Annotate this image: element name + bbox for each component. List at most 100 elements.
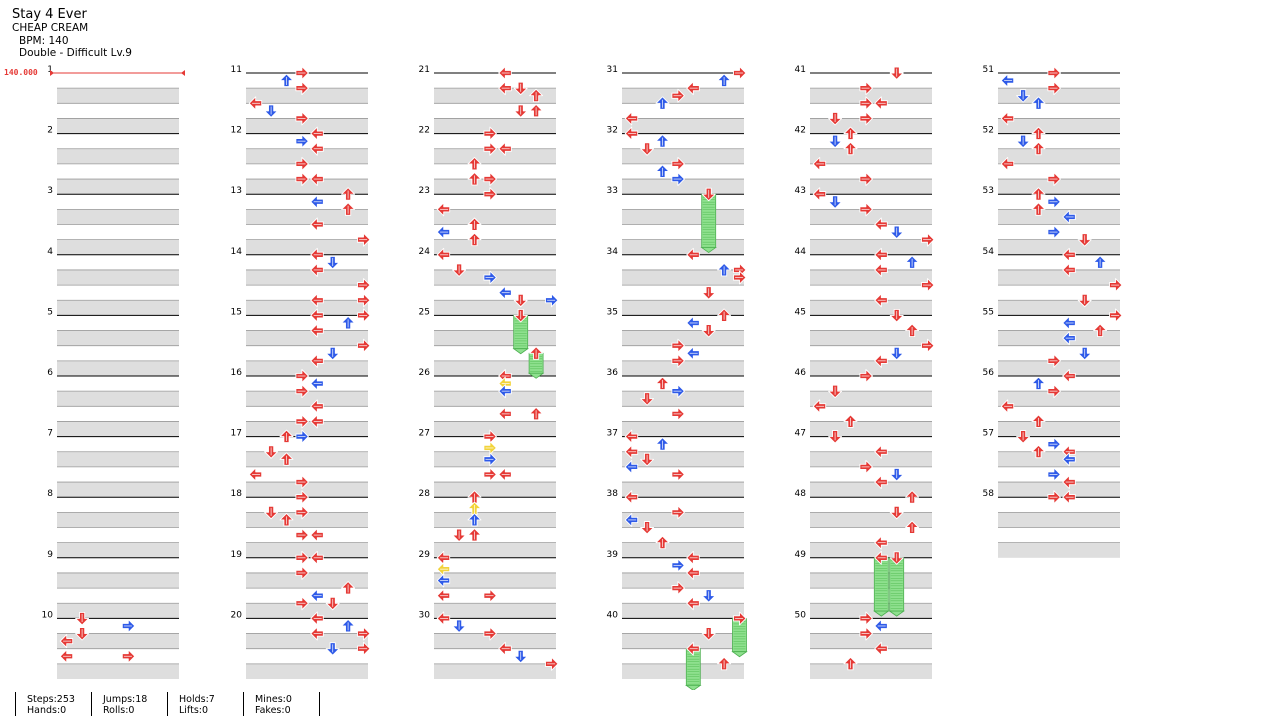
left-arrow-note — [686, 346, 700, 361]
left-arrow-note — [686, 316, 700, 330]
beat-band — [246, 451, 368, 467]
down-arrow-note — [828, 134, 843, 149]
beat-band — [246, 572, 368, 589]
measure-block: 10 — [42, 610, 179, 679]
measure-block: 39 — [607, 550, 744, 619]
beat-band — [810, 603, 932, 619]
right-arrow-note — [859, 172, 873, 187]
left-arrow-note — [310, 141, 324, 156]
left-arrow-note — [1000, 73, 1015, 88]
left-arrow-note — [436, 225, 451, 240]
stat-mines: Mines:0 — [255, 694, 292, 705]
left-arrow-note — [310, 247, 324, 262]
right-arrow-note — [483, 172, 497, 187]
measure-block: 41 — [795, 65, 932, 134]
down-arrow-note — [452, 263, 467, 277]
right-arrow-note — [295, 111, 309, 126]
left-arrow-note — [1062, 475, 1076, 489]
right-arrow-note — [1047, 467, 1061, 482]
measure-number: 3 — [47, 186, 53, 196]
hold-tail — [700, 247, 717, 254]
hold-tail — [731, 651, 748, 658]
down-arrow-note — [701, 589, 716, 603]
measure-block: 44 — [795, 247, 932, 316]
left-arrow-note — [436, 573, 451, 588]
beat-band — [810, 451, 932, 467]
up-arrow-note — [341, 202, 356, 216]
measure-block: 12 — [231, 126, 368, 195]
right-arrow-note — [295, 414, 309, 429]
measure-block: 19 — [231, 550, 368, 619]
bpm-change-label: 140.000 — [4, 68, 38, 77]
beat-band — [622, 421, 744, 437]
measure-block: 1 — [47, 65, 179, 134]
measure-number: 29 — [419, 550, 431, 560]
down-arrow-note — [889, 308, 904, 323]
beat-band — [434, 482, 556, 498]
down-arrow-note — [75, 627, 90, 641]
right-arrow-note — [295, 505, 309, 520]
up-arrow-note — [341, 316, 356, 330]
beat-band — [810, 118, 932, 134]
left-arrow-note — [310, 414, 324, 429]
right-arrow-note — [671, 384, 685, 399]
beat-band — [810, 633, 932, 649]
beat-band — [434, 663, 556, 679]
down-arrow-note — [889, 225, 904, 240]
right-arrow-note — [483, 467, 497, 482]
beat-band — [998, 330, 1120, 346]
stat-hands: Hands:0 — [27, 705, 67, 716]
right-arrow-note — [671, 338, 685, 353]
down-arrow-note — [513, 104, 528, 118]
down-arrow-note — [325, 255, 340, 270]
beat-band — [622, 209, 744, 225]
up-arrow-note — [279, 429, 294, 444]
beat-band — [810, 88, 932, 104]
up-arrow-note — [655, 164, 670, 178]
measure-block: 35 — [607, 307, 744, 376]
beat-band — [622, 633, 744, 649]
right-arrow-note — [1047, 172, 1061, 187]
right-arrow-note — [295, 156, 309, 171]
right-arrow-note — [1047, 194, 1061, 209]
left-arrow-note — [310, 626, 324, 641]
down-arrow-note — [1016, 134, 1031, 149]
down-arrow-note — [513, 81, 528, 96]
right-arrow-note — [295, 550, 309, 565]
beat-band — [57, 633, 179, 649]
down-arrow-note — [452, 528, 467, 543]
up-arrow-note — [1093, 323, 1108, 337]
beat-band — [246, 269, 368, 286]
stat-fakes: Fakes:0 — [255, 705, 291, 716]
left-arrow-note — [812, 156, 827, 171]
beat-band — [622, 118, 744, 134]
left-arrow-note — [310, 399, 324, 414]
left-arrow-note — [686, 247, 700, 262]
hold-tail — [685, 684, 702, 690]
left-arrow-note — [686, 566, 700, 580]
left-arrow-note — [1000, 156, 1015, 171]
measure-number: 39 — [607, 550, 619, 560]
measure-number: 46 — [795, 368, 807, 378]
left-arrow-note — [310, 611, 324, 626]
right-arrow-note — [295, 429, 309, 444]
left-arrow-note — [1062, 452, 1076, 467]
left-arrow-note — [874, 247, 888, 262]
measure-block: 46 — [795, 368, 932, 437]
left-arrow-note — [624, 490, 639, 505]
up-arrow-note — [467, 512, 482, 527]
measure-block: 38 — [607, 489, 744, 558]
beat-band — [998, 118, 1120, 134]
right-arrow-note — [671, 406, 685, 421]
down-arrow-note — [325, 596, 340, 611]
down-arrow-note — [640, 392, 655, 406]
beat-band — [622, 603, 744, 619]
beat-band — [57, 421, 179, 437]
beat-band — [57, 542, 179, 558]
measure-block: 18 — [231, 489, 368, 558]
beat-band — [810, 360, 932, 376]
beat-band — [434, 633, 556, 649]
measure-number: 19 — [231, 550, 243, 560]
measure-number: 58 — [983, 489, 995, 499]
right-arrow-note — [483, 626, 497, 641]
